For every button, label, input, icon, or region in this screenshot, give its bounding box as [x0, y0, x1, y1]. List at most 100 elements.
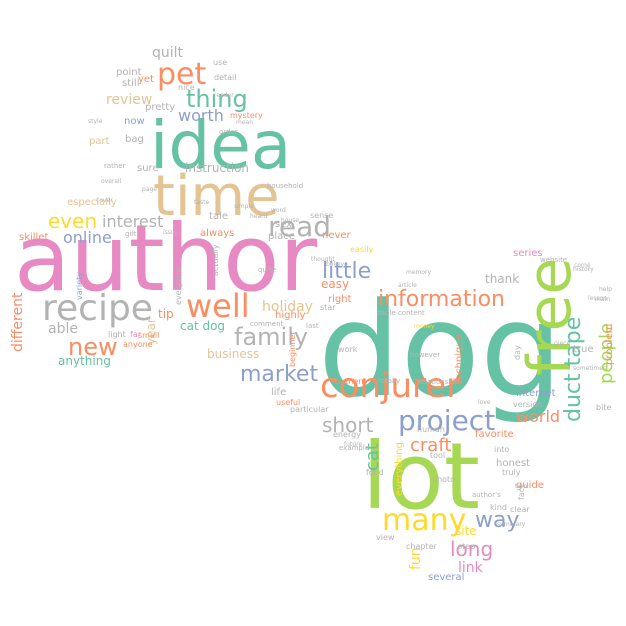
- word-pet: pet: [157, 57, 207, 92]
- word-easy: easy: [321, 277, 349, 291]
- word-lot: lot: [362, 423, 480, 530]
- word-page: page: [142, 186, 157, 193]
- word-bite: bite: [596, 403, 611, 412]
- word-cat: cat: [362, 443, 383, 471]
- word-household: household: [267, 182, 303, 190]
- word-version: version: [513, 400, 542, 409]
- word-turn: turn: [515, 483, 528, 490]
- word-way: way: [475, 508, 520, 533]
- word-guide: guide: [516, 480, 544, 491]
- word-free: free: [515, 258, 585, 376]
- word-site: site: [455, 524, 477, 538]
- word-always: always: [200, 228, 234, 239]
- word-cover: cover: [96, 197, 113, 204]
- word-review: review: [106, 92, 152, 108]
- word-sometimes: sometimes: [573, 365, 606, 372]
- word-light: light: [108, 330, 126, 339]
- word-simple: simple: [234, 203, 254, 210]
- word-however: however: [410, 351, 440, 359]
- word-little: little: [322, 259, 371, 284]
- word-tip: tip: [158, 307, 174, 321]
- word-variety: variety: [75, 272, 84, 300]
- word-thing: thing: [186, 85, 248, 113]
- word-everyone: everyone: [174, 267, 183, 305]
- word-right: right: [328, 294, 352, 305]
- word-overall: overall: [101, 178, 122, 185]
- word-issue: issue: [163, 229, 179, 236]
- word-world: world: [516, 407, 560, 426]
- word-duct-tape: duct tape: [561, 317, 586, 422]
- word-recipe: recipe: [42, 288, 153, 329]
- word-conjurer: conjurer: [320, 366, 460, 406]
- word-people: people: [596, 323, 617, 384]
- word-money: money: [414, 323, 435, 330]
- word-long: long: [450, 537, 493, 561]
- word-style: style: [88, 118, 103, 125]
- word-link: link: [458, 560, 484, 576]
- word-beginner: beginner: [288, 331, 297, 367]
- word-online: online: [63, 228, 112, 247]
- word-table-content: table content: [378, 309, 425, 317]
- word-house: house: [281, 217, 299, 224]
- word-view: view: [376, 533, 395, 542]
- word-holiday: holiday: [262, 299, 313, 315]
- word-short: short: [322, 413, 374, 437]
- word-place: place: [268, 231, 295, 242]
- word-many: many: [382, 503, 466, 538]
- word-point: point: [116, 67, 142, 78]
- word-instruction: instruction: [185, 161, 249, 175]
- word-sure: sure: [137, 163, 159, 174]
- word-quite: quite: [258, 266, 276, 274]
- word-word: word: [271, 207, 286, 214]
- word-detail: detail: [214, 73, 236, 82]
- word-comment: comment: [250, 320, 284, 328]
- word-fun: fun: [408, 547, 424, 570]
- word-mystery: mystery: [230, 111, 263, 120]
- word-problem: problem: [604, 324, 615, 365]
- word-particular: particular: [290, 405, 329, 414]
- word-mean: mean: [236, 119, 253, 126]
- word-craft: craft: [410, 435, 451, 456]
- word-family: family: [234, 323, 308, 351]
- word-thank: thank: [485, 272, 519, 286]
- word-bag: bag: [125, 134, 144, 145]
- word-easily: easily: [350, 245, 373, 254]
- word-day: day: [513, 345, 522, 360]
- word-article: article: [398, 282, 417, 289]
- word-anything: anything: [58, 354, 111, 368]
- word-gift: gift: [125, 230, 137, 238]
- word-worth: worth: [178, 106, 224, 125]
- word-come: come: [574, 262, 591, 269]
- word-idea: idea: [150, 107, 291, 184]
- word-main: main: [595, 296, 610, 303]
- word-cat-dog: cat dog: [180, 319, 225, 333]
- word-memory: memory: [406, 269, 432, 276]
- word-relationship: relationship: [418, 378, 460, 386]
- word-series: series: [513, 248, 543, 259]
- word-life: life: [271, 387, 286, 398]
- word-order: order: [219, 128, 238, 136]
- word-honest: honest: [496, 458, 530, 469]
- word-far: far: [130, 330, 142, 339]
- word-anyone: anyone: [123, 340, 153, 349]
- word-different: different: [10, 292, 26, 352]
- word-year: year: [144, 318, 158, 345]
- word-skillet: skillet: [19, 232, 48, 243]
- word-lesson: lesson: [588, 295, 607, 302]
- word-taste: taste: [194, 199, 210, 206]
- word-clear: clear: [510, 505, 530, 514]
- word-into: into: [494, 445, 509, 454]
- word-truly: truly: [502, 468, 521, 477]
- word-internet: internet: [516, 388, 556, 399]
- word-use: use: [213, 58, 227, 67]
- word-sex: sex: [275, 219, 292, 230]
- word-future: future: [344, 441, 362, 448]
- word-human: human: [417, 425, 445, 434]
- word-work: work: [338, 345, 358, 354]
- word-summary: summary: [497, 521, 526, 528]
- word-time: time: [153, 164, 280, 229]
- word-southern: southern: [331, 377, 366, 386]
- word-read: read: [268, 210, 331, 243]
